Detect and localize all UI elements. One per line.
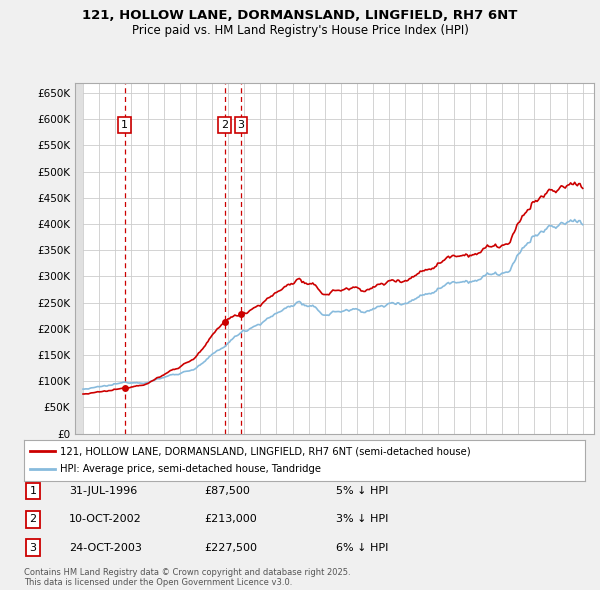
Text: 121, HOLLOW LANE, DORMANSLAND, LINGFIELD, RH7 6NT: 121, HOLLOW LANE, DORMANSLAND, LINGFIELD… [82, 9, 518, 22]
Text: Contains HM Land Registry data © Crown copyright and database right 2025.
This d: Contains HM Land Registry data © Crown c… [24, 568, 350, 587]
Text: 5% ↓ HPI: 5% ↓ HPI [336, 486, 388, 496]
Text: £87,500: £87,500 [204, 486, 250, 496]
Text: HPI: Average price, semi-detached house, Tandridge: HPI: Average price, semi-detached house,… [61, 464, 322, 474]
Text: 1: 1 [121, 120, 128, 130]
Text: Price paid vs. HM Land Registry's House Price Index (HPI): Price paid vs. HM Land Registry's House … [131, 24, 469, 37]
Text: 2: 2 [221, 120, 228, 130]
Text: 3: 3 [29, 543, 37, 552]
Text: 3% ↓ HPI: 3% ↓ HPI [336, 514, 388, 524]
Bar [75, 83, 83, 434]
Text: £227,500: £227,500 [204, 543, 257, 552]
Text: 6% ↓ HPI: 6% ↓ HPI [336, 543, 388, 552]
Text: 2: 2 [29, 514, 37, 524]
Text: £213,000: £213,000 [204, 514, 257, 524]
Text: 24-OCT-2003: 24-OCT-2003 [69, 543, 142, 552]
Text: 1: 1 [29, 486, 37, 496]
Text: 3: 3 [238, 120, 245, 130]
Text: 31-JUL-1996: 31-JUL-1996 [69, 486, 137, 496]
Text: 121, HOLLOW LANE, DORMANSLAND, LINGFIELD, RH7 6NT (semi-detached house): 121, HOLLOW LANE, DORMANSLAND, LINGFIELD… [61, 446, 471, 456]
Text: 10-OCT-2002: 10-OCT-2002 [69, 514, 142, 524]
